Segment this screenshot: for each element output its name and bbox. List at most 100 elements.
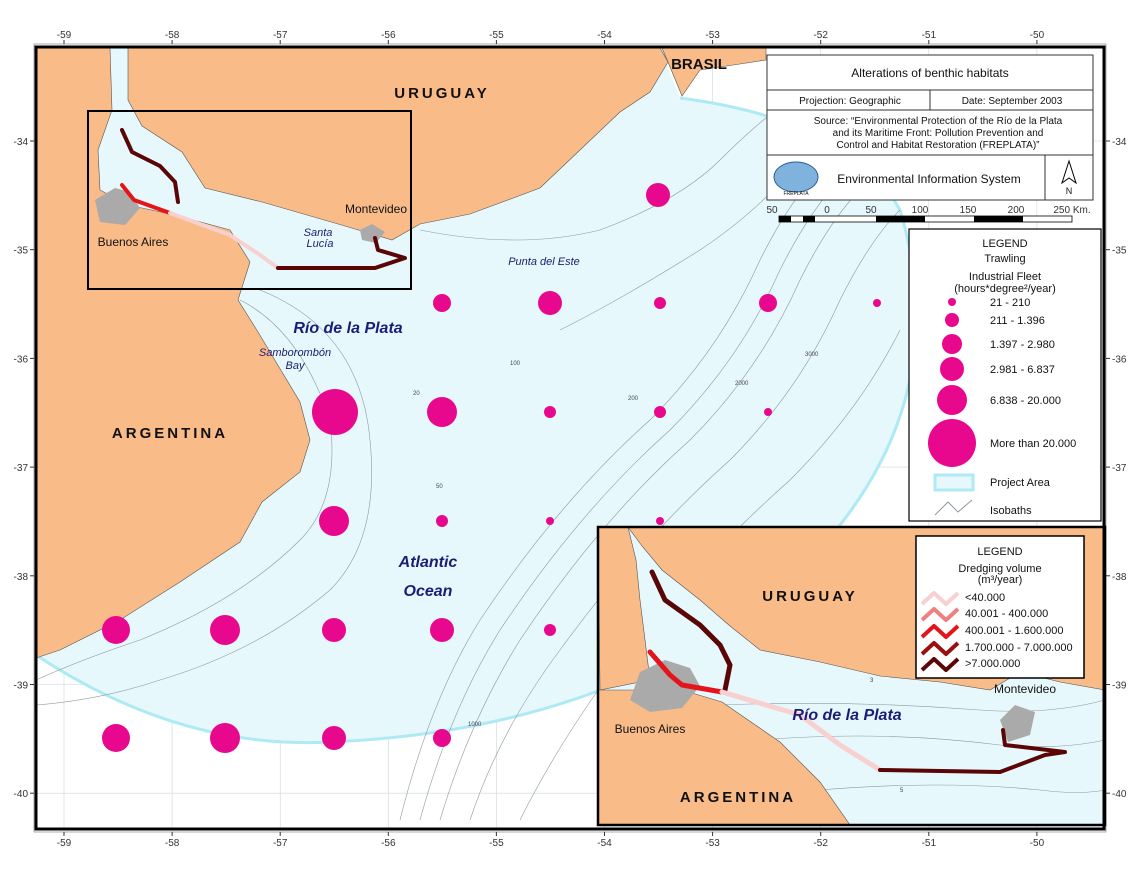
trawling-circle xyxy=(102,724,130,752)
lon-label: -50 xyxy=(1030,30,1045,41)
lat-label: -39 xyxy=(1112,681,1127,692)
map-shape xyxy=(803,216,815,222)
lat-label: -37 xyxy=(1112,463,1127,474)
lat-label: -34 xyxy=(1112,137,1127,148)
scale-label: 200 xyxy=(1008,205,1025,216)
trawling-circle xyxy=(210,615,240,645)
urban-montevideo xyxy=(360,224,385,243)
logo-text: FREPLATA xyxy=(783,191,809,197)
source: Source: “Environmental Protection of the… xyxy=(814,116,1063,127)
lat-label: -38 xyxy=(1112,572,1127,583)
map-shape xyxy=(120,183,172,215)
dredging-routes xyxy=(120,128,407,270)
trawling-circle xyxy=(873,299,881,307)
legend-subtitle: Trawling xyxy=(984,253,1025,265)
lon-label: -58 xyxy=(165,30,180,41)
map-shape xyxy=(1000,705,1035,742)
isobath xyxy=(469,209,901,821)
isobath xyxy=(35,289,372,706)
legend-symbol xyxy=(928,419,976,467)
map-shape xyxy=(778,215,1073,223)
north-arrow xyxy=(1061,159,1077,185)
isobath xyxy=(759,735,1106,747)
isobaths xyxy=(35,99,901,821)
place-label: Punta del Este xyxy=(508,256,580,268)
legend-label: 1.397 - 2.980 xyxy=(990,339,1055,351)
legend-subtitle: (hours*degree²/year) xyxy=(954,283,1056,295)
trawling-circle xyxy=(654,406,666,418)
place-label: Bay xyxy=(286,360,306,372)
isobath xyxy=(819,784,1106,793)
place-label: Santa xyxy=(304,227,333,239)
inset-legend-symbols xyxy=(920,591,960,672)
lat-label: -35 xyxy=(14,246,29,257)
lon-label: -50 xyxy=(1030,838,1045,849)
lon-label: -51 xyxy=(922,838,937,849)
lon-label: -56 xyxy=(381,30,396,41)
scale-bar xyxy=(778,215,1073,223)
isobath xyxy=(719,699,1106,712)
legend-label: 40.001 - 400.000 xyxy=(965,608,1048,620)
place-label: Río de la Plata xyxy=(792,707,901,724)
north-label: N xyxy=(1066,186,1073,196)
urban-buenos-aires xyxy=(95,188,140,225)
map-shape xyxy=(920,641,960,656)
place-label: BRASIL xyxy=(671,56,727,73)
place-label: Montevideo xyxy=(345,202,407,216)
isobath-label: 200 xyxy=(628,396,639,402)
trawling-effort xyxy=(102,183,881,753)
isobath-label: 20 xyxy=(413,391,420,397)
lon-label: -53 xyxy=(705,30,720,41)
trawling-circle xyxy=(436,515,448,527)
isobath-label: 1000 xyxy=(468,722,482,728)
legend-symbol xyxy=(933,473,975,492)
trawling-circle xyxy=(319,506,349,536)
scale-label: 0 xyxy=(824,205,830,216)
legend-label: 211 - 1.396 xyxy=(990,315,1045,327)
lat-label: -37 xyxy=(14,463,29,474)
lon-label: -52 xyxy=(813,30,828,41)
lon-label: -55 xyxy=(489,30,504,41)
source: and its Maritime Front: Pollution Preven… xyxy=(833,128,1044,139)
place-label: Buenos Aires xyxy=(98,235,169,249)
trawling-circle xyxy=(322,618,346,642)
scale-label: 50 xyxy=(766,205,778,216)
map-shape xyxy=(920,607,960,622)
isobath-label: 5 xyxy=(900,788,904,794)
place-label: Atlantic xyxy=(398,554,458,571)
lon-label: -53 xyxy=(705,838,720,849)
lat-label: -36 xyxy=(14,354,29,365)
place-label: Lucía xyxy=(307,238,334,250)
lon-label: -54 xyxy=(597,838,612,849)
logo xyxy=(773,161,819,193)
lon-label: -59 xyxy=(57,838,72,849)
legend-label: Isobaths xyxy=(990,505,1032,517)
lon-label: -51 xyxy=(922,30,937,41)
trawling-circle xyxy=(654,297,666,309)
scale-label: 150 xyxy=(960,205,977,216)
legend-label: >7.000.000 xyxy=(965,658,1020,670)
legend-title: LEGEND xyxy=(982,238,1027,250)
map-shape xyxy=(647,649,725,695)
lon-label: -52 xyxy=(813,838,828,849)
lat-label: -38 xyxy=(14,572,29,583)
trawling-circle xyxy=(433,729,451,747)
legend-subtitle: Industrial Fleet xyxy=(969,271,1041,283)
trawling-circle xyxy=(433,294,451,312)
place-label: ARGENTINA xyxy=(680,789,796,806)
legend-symbol xyxy=(934,499,973,516)
legend-label: 400.001 - 1.600.000 xyxy=(965,625,1063,637)
map-shape xyxy=(876,216,925,222)
map-shape xyxy=(276,236,407,270)
trawling-circle xyxy=(210,723,240,753)
trawling-circle xyxy=(764,408,772,416)
trawling-circle xyxy=(427,397,457,427)
isobath xyxy=(399,169,821,821)
lat-label: -35 xyxy=(1112,246,1127,257)
trawling-circle xyxy=(322,726,346,750)
lon-label: -54 xyxy=(597,30,612,41)
trawling-circle xyxy=(102,616,130,644)
scale-label: 250 Km. xyxy=(1053,205,1090,216)
legend-title: LEGEND xyxy=(977,546,1022,558)
legend-symbol xyxy=(948,298,956,306)
